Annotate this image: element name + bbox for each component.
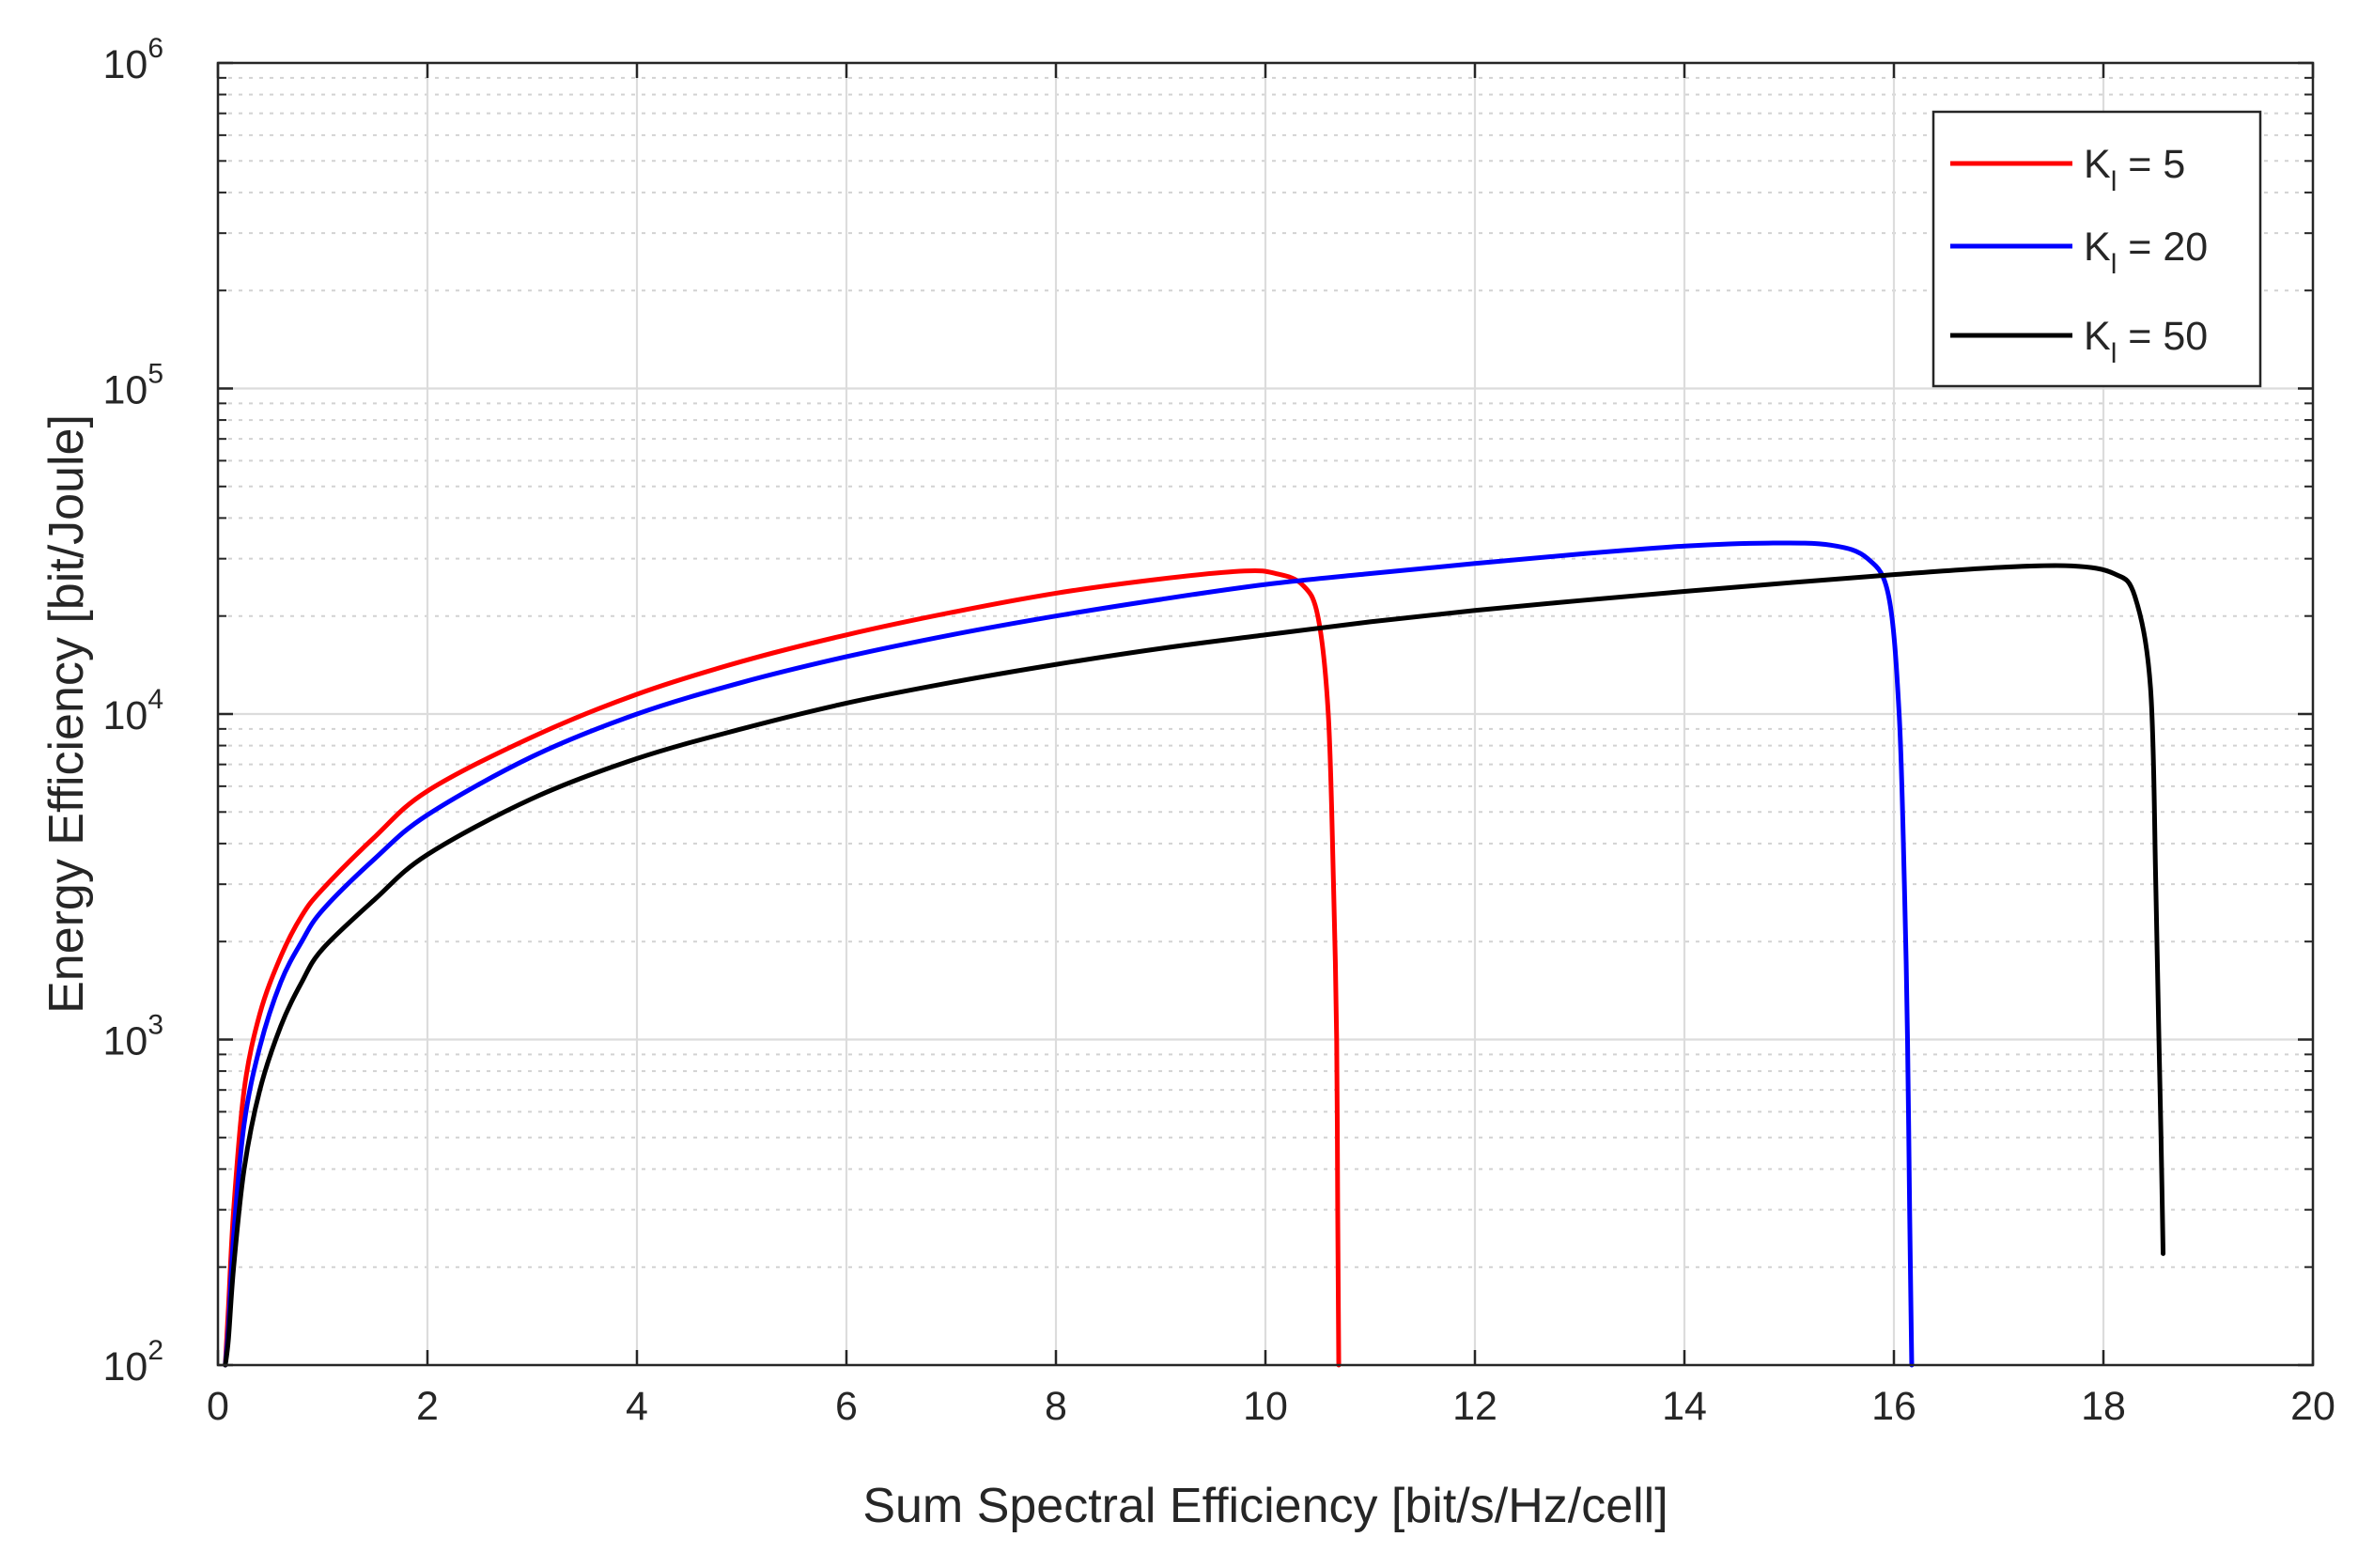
y-axis-label: Energy Efficiency [bit/Joule] bbox=[39, 414, 94, 1014]
y-tick-label: 102 bbox=[102, 1335, 163, 1389]
legend-label-3: Kl = 50 bbox=[2084, 314, 2208, 369]
y-tick-label: 104 bbox=[102, 684, 163, 738]
series-layer bbox=[223, 540, 2166, 1368]
x-tick-label: 10 bbox=[1243, 1384, 1288, 1429]
x-tick-label: 6 bbox=[835, 1384, 858, 1429]
series-line-3 bbox=[223, 563, 2166, 1368]
x-tick-label: 18 bbox=[2081, 1384, 2126, 1429]
x-tick-label: 12 bbox=[1452, 1384, 1497, 1429]
x-tick-label: 4 bbox=[626, 1384, 648, 1429]
x-tick-label: 2 bbox=[416, 1384, 439, 1429]
series-line-1 bbox=[223, 567, 1342, 1368]
y-tick-label: 105 bbox=[102, 359, 163, 413]
x-tick-label: 8 bbox=[1045, 1384, 1067, 1429]
legend-label-1: Kl = 5 bbox=[2084, 142, 2185, 197]
legend-box bbox=[1931, 110, 2262, 388]
x-tick-labels: 0 2 4 6 8 10 12 14 16 18 20 bbox=[207, 1384, 2335, 1429]
x-axis-label: Sum Spectral Efficiency [bit/s/Hz/cell] bbox=[862, 1479, 1668, 1533]
x-tick-label: 14 bbox=[1662, 1384, 1707, 1429]
tick-marks bbox=[216, 61, 2315, 1367]
y-tick-label: 103 bbox=[102, 1010, 163, 1064]
legend: Kl = 5 Kl = 20 Kl = 50 bbox=[1931, 110, 2262, 388]
x-tick-label: 0 bbox=[207, 1384, 229, 1429]
y-tick-labels: 102 103 104 105 106 bbox=[102, 33, 163, 1389]
series-line-2 bbox=[223, 540, 1915, 1368]
x-tick-label: 16 bbox=[1871, 1384, 1916, 1429]
x-tick-label: 20 bbox=[2290, 1384, 2335, 1429]
legend-label-2: Kl = 20 bbox=[2084, 225, 2208, 280]
y-tick-label: 106 bbox=[102, 33, 163, 87]
